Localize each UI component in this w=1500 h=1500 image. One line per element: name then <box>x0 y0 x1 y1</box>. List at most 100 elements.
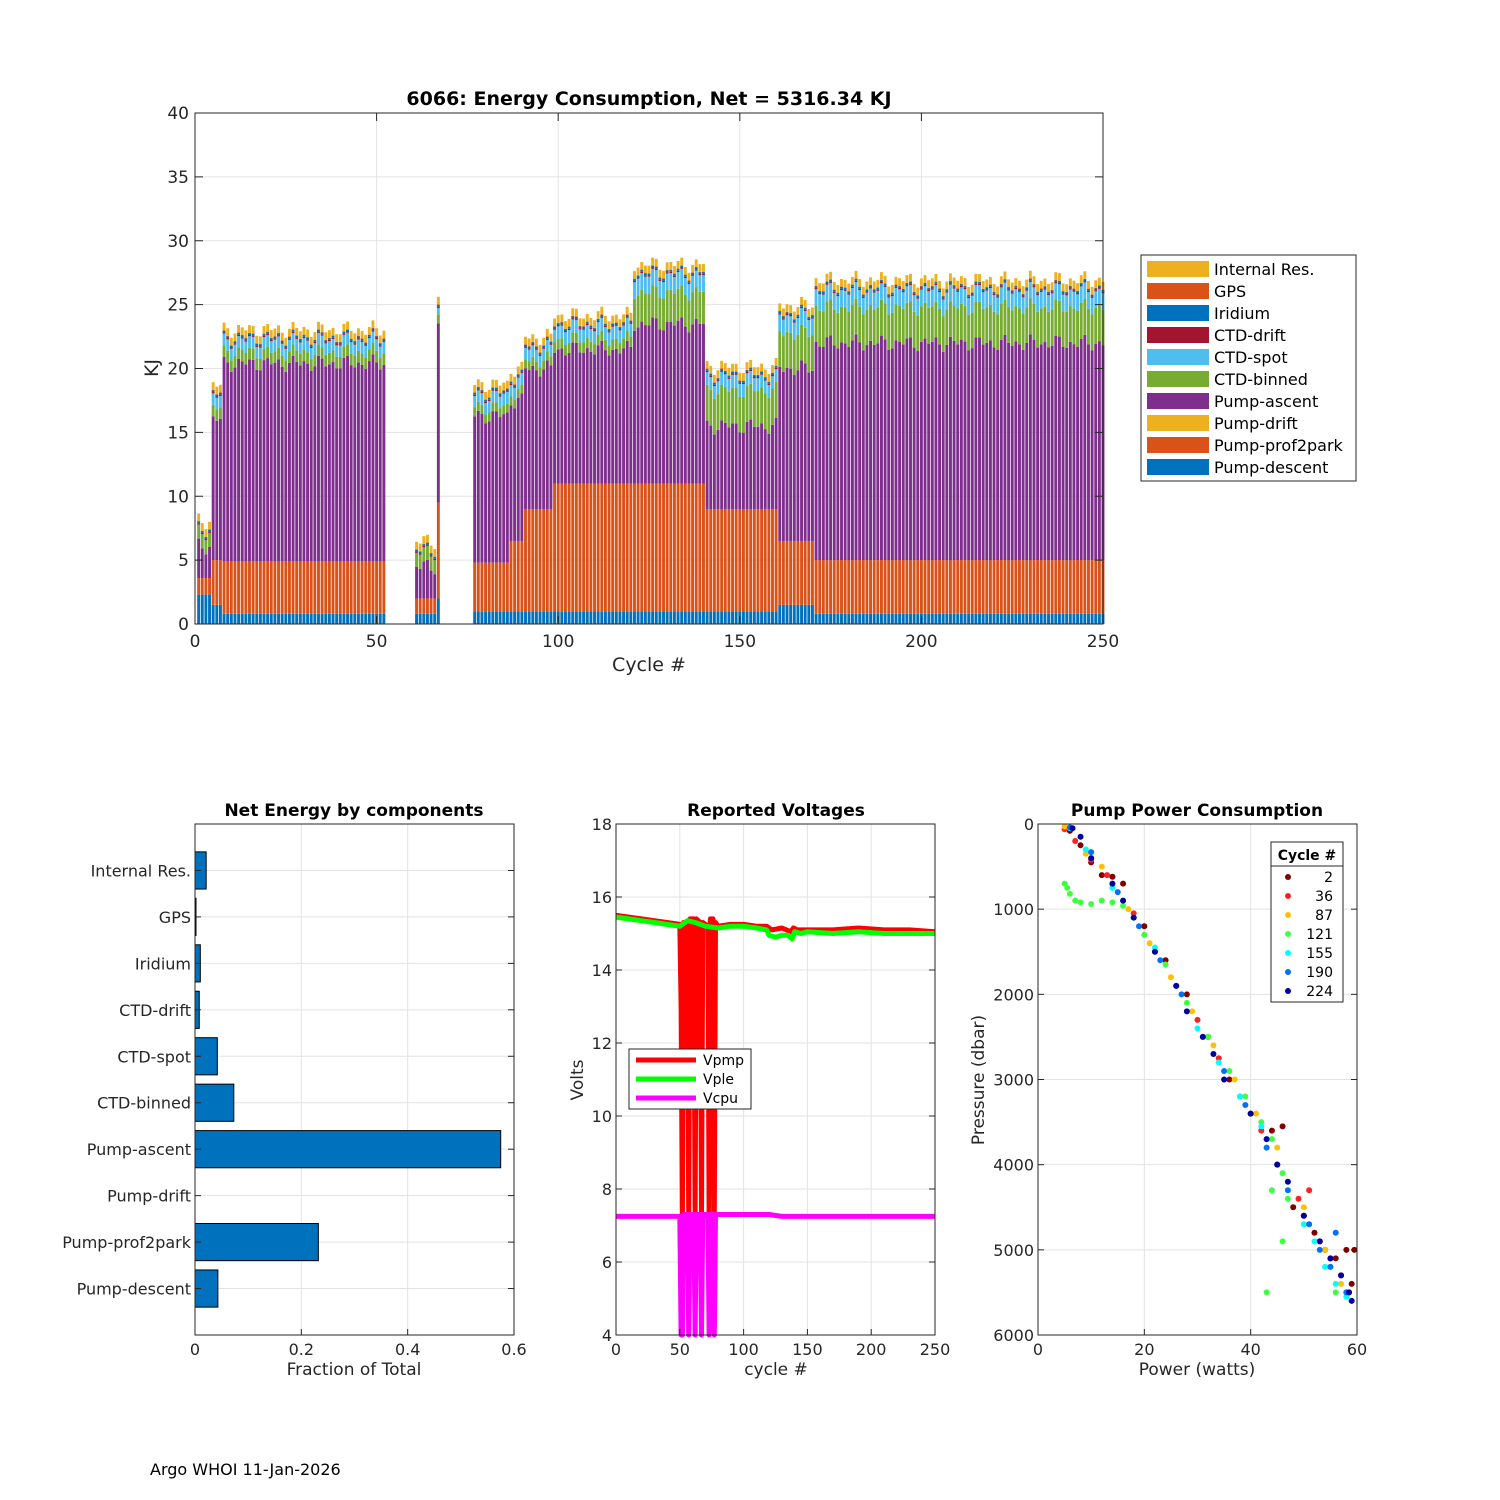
stacked-bar-segment <box>298 331 302 339</box>
stacked-bar-segment <box>999 283 1003 285</box>
stacked-bar-segment <box>567 342 571 354</box>
stacked-bar-segment <box>567 326 571 329</box>
stacked-bar-segment <box>1083 279 1087 282</box>
stacked-bar-segment <box>992 293 996 296</box>
stacked-bar-segment <box>611 349 615 484</box>
stacked-bar-segment <box>956 613 960 624</box>
stacked-bar-segment <box>1007 307 1011 343</box>
stacked-bar-segment <box>854 298 858 335</box>
stacked-bar-segment <box>702 275 705 292</box>
stacked-bar-segment <box>244 364 248 562</box>
stacked-bar-segment <box>662 330 665 484</box>
stacked-bar-segment <box>495 611 498 624</box>
stacked-bar-segment <box>324 342 328 344</box>
legend-label: CTD-spot <box>1214 348 1288 367</box>
stacked-bar-segment <box>502 611 506 624</box>
stacked-bar-segment <box>251 335 255 337</box>
stacked-bar-segment <box>596 311 600 319</box>
stacked-bar-segment <box>335 342 339 345</box>
stacked-bar-segment <box>320 561 324 614</box>
stacked-bar-segment <box>894 276 898 285</box>
stacked-bar-segment <box>585 321 589 323</box>
stacked-bar-segment <box>1068 278 1072 287</box>
stacked-bar-segment <box>869 277 873 285</box>
stacked-bar-segment <box>346 613 349 624</box>
stacked-bar-segment <box>683 274 687 276</box>
stacked-bar-segment <box>487 389 491 398</box>
stacked-bar-segment <box>622 483 626 612</box>
stacked-bar-segment <box>781 604 785 624</box>
stacked-bar-segment <box>912 295 916 312</box>
stacked-bar-segment <box>208 529 211 530</box>
stacked-bar-segment <box>709 611 713 624</box>
stacked-bar-segment <box>869 287 873 289</box>
stacked-bar-segment <box>313 343 317 355</box>
stacked-bar-segment <box>887 613 891 624</box>
stacked-bar-segment <box>672 325 676 484</box>
stacked-bar-segment <box>752 509 756 612</box>
stacked-bar-segment <box>691 483 695 612</box>
stacked-bar-segment <box>524 344 527 345</box>
stacked-bar-segment <box>215 420 219 561</box>
stacked-bar-segment <box>266 335 270 347</box>
stacked-bar-segment <box>796 314 800 316</box>
stacked-bar-segment <box>266 358 270 562</box>
component-bar <box>194 1083 235 1122</box>
stacked-bar-segment <box>1057 336 1061 561</box>
stacked-bar-segment <box>360 613 364 624</box>
stacked-bar-segment <box>959 613 963 624</box>
stacked-bar-segment <box>509 396 513 406</box>
scatter-point <box>1066 890 1073 897</box>
stacked-bar-segment <box>865 289 869 292</box>
stacked-bar-segment <box>367 334 371 337</box>
stacked-bar-segment <box>716 370 720 378</box>
stacked-bar-segment <box>916 297 920 299</box>
stacked-bar-segment <box>593 483 596 612</box>
stacked-bar-segment <box>810 540 814 605</box>
stacked-bar-segment <box>622 338 626 349</box>
stacked-bar-segment <box>277 335 280 337</box>
stacked-bar-segment <box>625 317 629 331</box>
stacked-bar-segment <box>821 560 825 614</box>
stacked-bar-segment <box>818 291 822 293</box>
stacked-bar-segment <box>215 396 219 398</box>
stacked-bar-segment <box>338 356 342 369</box>
stacked-bar-segment <box>818 283 822 291</box>
stacked-bar-segment <box>654 266 658 268</box>
stacked-bar-segment <box>883 283 887 286</box>
stacked-bar-segment <box>524 359 527 369</box>
stacked-bar-segment <box>436 307 440 315</box>
stacked-bar-segment <box>335 561 339 614</box>
scatter-point <box>1263 1136 1270 1143</box>
stacked-bar-segment <box>778 313 782 315</box>
stacked-bar-segment <box>898 278 902 286</box>
y-axis-label: KJ <box>141 359 163 377</box>
stacked-bar-segment <box>287 336 291 339</box>
stacked-bar-segment <box>869 560 873 614</box>
stacked-bar-segment <box>596 345 600 484</box>
stacked-bar-segment <box>277 333 280 336</box>
stacked-bar-segment <box>887 296 891 298</box>
stacked-bar-segment <box>262 337 266 349</box>
stacked-bar-segment <box>879 560 883 614</box>
scatter-point <box>1098 863 1105 870</box>
stacked-bar-segment <box>636 275 640 278</box>
stacked-bar-segment <box>691 264 695 273</box>
stacked-bar-segment <box>1018 613 1021 624</box>
stacked-bar-segment <box>425 598 429 614</box>
stacked-bar-segment <box>291 329 295 331</box>
stacked-bar-segment <box>861 560 865 614</box>
stacked-bar-segment <box>752 426 756 510</box>
stacked-bar-segment <box>1021 296 1025 298</box>
stacked-bar-segment <box>774 417 778 510</box>
stacked-bar-segment <box>916 613 920 624</box>
stacked-bar-segment <box>513 384 517 387</box>
stacked-bar-segment <box>491 387 495 390</box>
scatter-point <box>1125 906 1132 913</box>
stacked-bar-segment <box>527 349 531 362</box>
stacked-bar-segment <box>360 338 364 341</box>
stacked-bar-segment <box>567 330 571 343</box>
stacked-bar-segment <box>872 292 876 310</box>
stacked-bar-segment <box>629 320 633 323</box>
stacked-bar-segment <box>338 342 342 345</box>
